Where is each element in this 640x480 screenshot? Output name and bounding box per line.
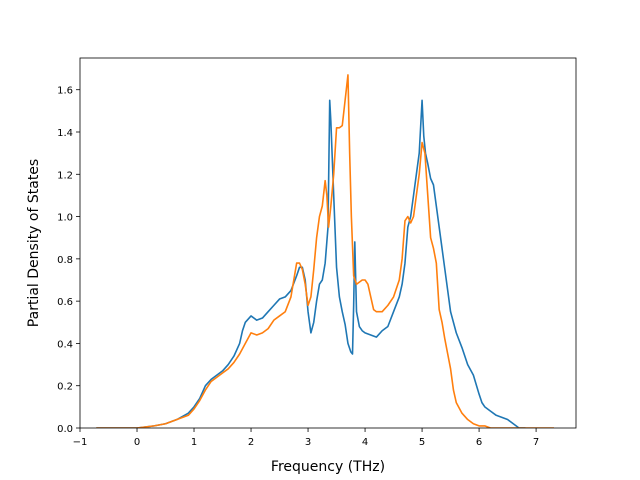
series-layer xyxy=(96,74,555,428)
y-tick-label: 1.6 xyxy=(57,86,73,97)
y-axis-ticks: 0.0 0.2 0.4 0.6 0.8 1.0 1.2 1.4 1.6 xyxy=(57,86,80,435)
series-line-2 xyxy=(96,74,555,428)
y-tick-label: 0.6 xyxy=(57,297,73,308)
y-tick-label: 1.2 xyxy=(57,170,73,181)
y-tick-label: 0.8 xyxy=(57,255,73,266)
y-tick-label: 0.4 xyxy=(57,339,73,350)
x-axis-ticks: −1 0 1 2 3 4 5 6 7 xyxy=(73,428,539,448)
axes-frame xyxy=(79,57,577,429)
x-tick-label: 7 xyxy=(533,437,539,448)
y-axis-label: Partial Density of States xyxy=(26,159,42,327)
x-tick-label: −1 xyxy=(73,437,88,448)
x-tick-label: 2 xyxy=(248,437,254,448)
y-tick-label: 1.4 xyxy=(57,128,73,139)
series-line-1 xyxy=(96,99,526,428)
x-tick-label: 3 xyxy=(305,437,311,448)
x-tick-label: 5 xyxy=(419,437,425,448)
x-tick-label: 1 xyxy=(191,437,197,448)
y-tick-label: 1.0 xyxy=(57,213,73,224)
plot-area xyxy=(80,58,576,428)
x-tick-label: 0 xyxy=(134,437,140,448)
y-tick-label: 0.2 xyxy=(57,382,73,393)
x-axis-label: Frequency (THz) xyxy=(271,459,385,475)
x-tick-label: 4 xyxy=(362,437,368,448)
y-tick-label: 0.0 xyxy=(57,424,73,435)
x-tick-label: 6 xyxy=(476,437,482,448)
